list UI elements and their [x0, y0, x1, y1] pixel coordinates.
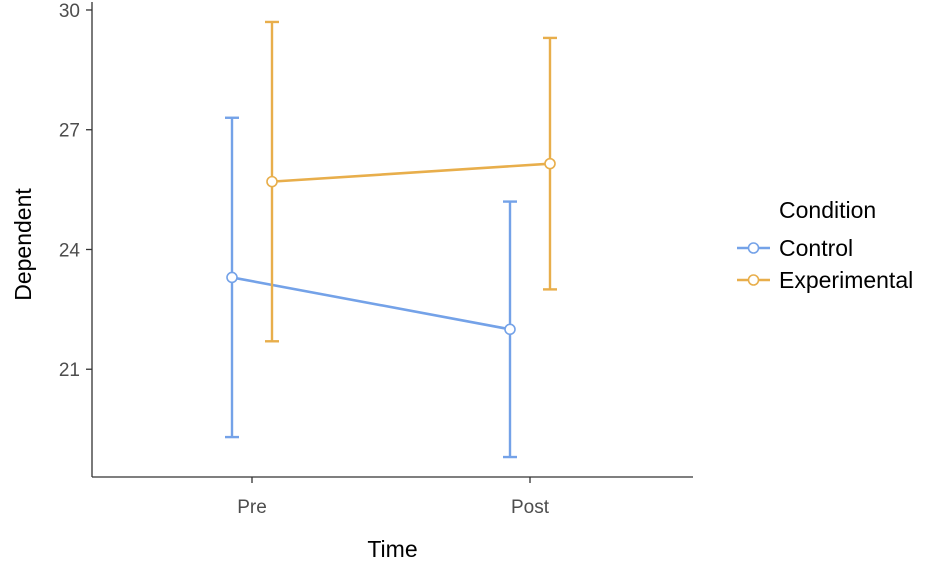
data-point	[504, 323, 516, 336]
y-tick-label: 24	[59, 240, 81, 261]
legend: Condition Control Experimental	[737, 197, 913, 293]
y-tick-label: 27	[59, 121, 80, 142]
legend-key-point	[747, 274, 760, 286]
y-tick-label: 30	[59, 1, 80, 22]
series-control	[225, 116, 517, 459]
legend-label: Experimental	[779, 267, 913, 293]
data-point	[226, 271, 238, 284]
axes-layer: Time Dependent 21 24 27 30 Pre Post	[10, 1, 693, 562]
data-point	[266, 175, 278, 188]
legend-item: Experimental	[737, 267, 913, 293]
y-tick-label: 21	[59, 360, 80, 381]
y-axis-title: Dependent	[10, 188, 36, 301]
legend-key-point	[747, 242, 760, 254]
x-tick-label: Pre	[237, 497, 267, 518]
x-axis-title: Time	[367, 536, 417, 562]
marks-layer	[225, 20, 557, 459]
legend-title: Condition	[779, 197, 876, 223]
series-line	[271, 162, 551, 183]
data-point	[544, 157, 556, 170]
x-tick-label: Post	[511, 497, 550, 518]
legend-label: Control	[779, 235, 853, 261]
legend-item: Control	[737, 235, 853, 261]
series-line	[231, 276, 511, 331]
series-experimental	[265, 20, 557, 343]
